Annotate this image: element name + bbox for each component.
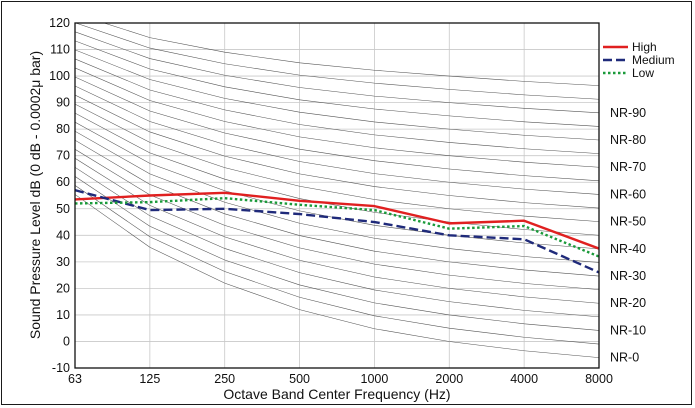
x-tick-label: 63 bbox=[68, 372, 82, 386]
x-tick-label: 500 bbox=[289, 372, 310, 386]
legend-label-low: Low bbox=[632, 66, 654, 80]
nr-curve bbox=[75, 112, 599, 236]
y-tick-label: 60 bbox=[56, 175, 70, 189]
legend-label-high: High bbox=[632, 40, 657, 54]
nr-curve bbox=[103, 23, 599, 86]
nr-curve bbox=[75, 185, 599, 345]
x-tick-labels: 63 125 250 500 1000 2000 4000 8000 bbox=[68, 372, 613, 386]
nr-label: NR-20 bbox=[610, 296, 646, 310]
y-tick-label: 50 bbox=[56, 202, 70, 216]
series-line-high bbox=[75, 191, 599, 250]
nr-label: NR-80 bbox=[610, 133, 646, 147]
nr-labels: NR-0 NR-10 NR-20 NR-30 NR-40 NR-50 NR-60 NR-70 N… bbox=[610, 106, 646, 365]
series-line-low bbox=[75, 196, 599, 258]
nr-label: NR-50 bbox=[610, 215, 646, 229]
nr-curve bbox=[75, 139, 599, 277]
y-tick-label: 10 bbox=[56, 308, 70, 322]
y-tick-label: 120 bbox=[49, 16, 70, 30]
legend-label-medium: Medium bbox=[632, 53, 675, 67]
y-tick-label: 80 bbox=[56, 122, 70, 136]
series-line-medium bbox=[75, 189, 599, 274]
plot-border bbox=[74, 22, 600, 369]
nr-curve bbox=[75, 149, 599, 290]
nr-curve bbox=[75, 158, 599, 304]
y-tick-label: -10 bbox=[52, 361, 70, 375]
y-tick-label: 110 bbox=[50, 43, 70, 57]
nr-curve bbox=[75, 194, 599, 358]
y-tick-label: 30 bbox=[56, 255, 70, 269]
nr-curve bbox=[75, 58, 599, 154]
x-tick-label: 250 bbox=[214, 372, 235, 386]
nr-label: NR-90 bbox=[610, 106, 646, 120]
nr-curve bbox=[75, 176, 599, 331]
y-tick-label: 20 bbox=[56, 281, 70, 295]
nr-label: NR-30 bbox=[610, 269, 646, 283]
y-tick-label: 0 bbox=[63, 334, 70, 348]
x-tick-label: 2000 bbox=[435, 372, 463, 386]
nr-curve bbox=[75, 167, 599, 318]
nr-curve bbox=[75, 103, 599, 222]
nr-label: NR-70 bbox=[610, 160, 646, 174]
y-tick-label: 40 bbox=[56, 228, 70, 242]
y-tick-labels: -10 0 10 20 30 40 50 60 70 80 90 100 110 120 bbox=[49, 16, 70, 375]
nr-curve bbox=[75, 76, 599, 182]
x-tick-label: 1000 bbox=[361, 372, 389, 386]
x-axis-label: Octave Band Center Frequency (Hz) bbox=[223, 386, 450, 402]
nr-curve bbox=[75, 49, 599, 141]
nr-label: NR-40 bbox=[610, 242, 646, 256]
x-tick-label: 125 bbox=[139, 372, 160, 386]
y-tick-label: 90 bbox=[56, 96, 70, 110]
nr-curve bbox=[75, 94, 599, 209]
nr-label: NR-60 bbox=[610, 187, 646, 201]
nr-label: NR-0 bbox=[610, 351, 639, 365]
x-tick-label: 4000 bbox=[510, 372, 538, 386]
nr-label: NR-10 bbox=[610, 323, 646, 337]
nr-curve bbox=[75, 85, 599, 195]
y-tick-label: 100 bbox=[49, 69, 70, 83]
nr-curve bbox=[75, 31, 599, 114]
nr-curve bbox=[75, 67, 599, 168]
nr-curve bbox=[75, 40, 599, 127]
nr-curve bbox=[75, 23, 599, 100]
y-axis-label: Sound Pressure Level dB (0 dB - 0.0002μ … bbox=[27, 51, 43, 339]
nr-curve bbox=[75, 130, 599, 263]
data-series bbox=[75, 189, 599, 274]
y-tick-label: 70 bbox=[56, 149, 70, 163]
x-tick-label: 8000 bbox=[585, 372, 613, 386]
